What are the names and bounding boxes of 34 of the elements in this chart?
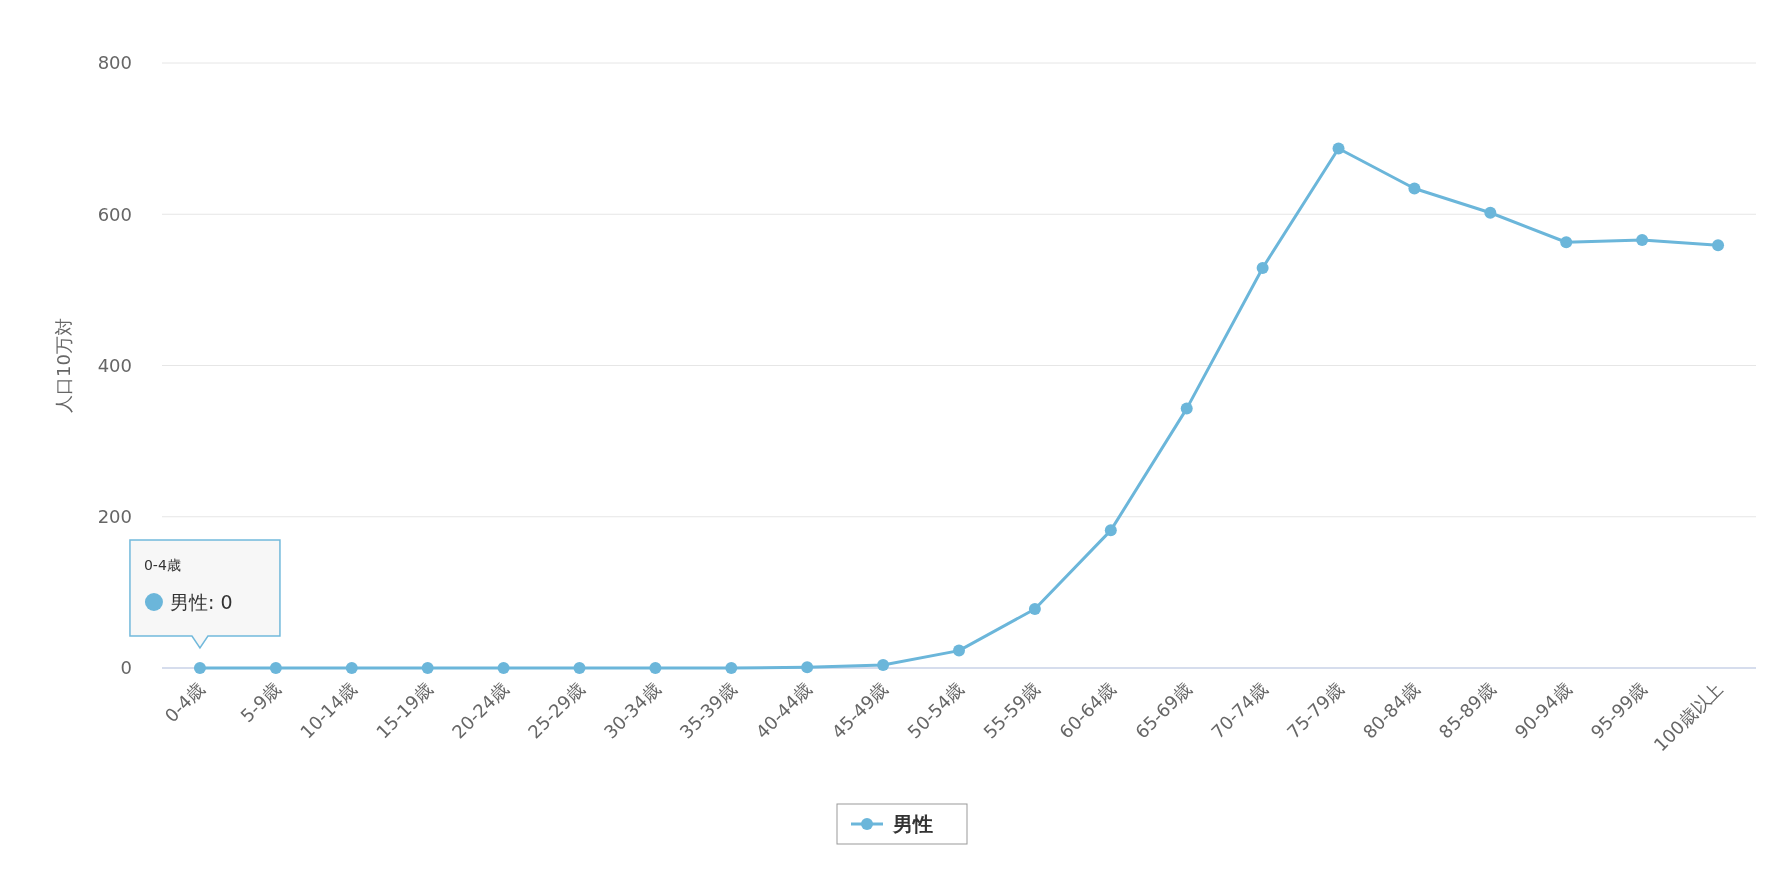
point [725,662,738,674]
x-tick-label: 5-9歳 [236,677,285,727]
point [1180,402,1193,415]
point [1028,603,1041,616]
point [573,662,586,674]
point [1104,524,1117,537]
point [953,644,965,657]
point [1636,233,1649,246]
point [497,662,510,674]
tooltip-callout: 0-4歳 男性: 0 [129,539,281,650]
annotation: 男性: 0 [169,591,233,613]
point [877,658,890,671]
y-tick-label: 0 [120,657,132,679]
point [649,662,662,674]
y-axis-title: 人口10万対 [53,318,74,413]
point [1484,206,1497,219]
point [269,662,282,674]
point [345,662,358,674]
legend-label: 男性 [892,812,933,836]
y-tick-label: 800 [97,52,132,74]
y-tick-label: 400 [97,354,132,376]
y-tick-label: 600 [97,203,132,225]
y-tick-label: 200 [97,506,132,528]
x-tick-label: 0-4歳 [160,677,209,727]
annotation: 0-4歳 [143,557,181,573]
point [1712,239,1725,252]
point [193,662,206,674]
point [421,662,434,674]
x-tick-label: 100歳以上 [1649,677,1727,756]
point [1256,261,1269,274]
point [801,661,814,674]
point [1332,142,1345,155]
point [1408,182,1421,195]
point [1560,236,1573,249]
